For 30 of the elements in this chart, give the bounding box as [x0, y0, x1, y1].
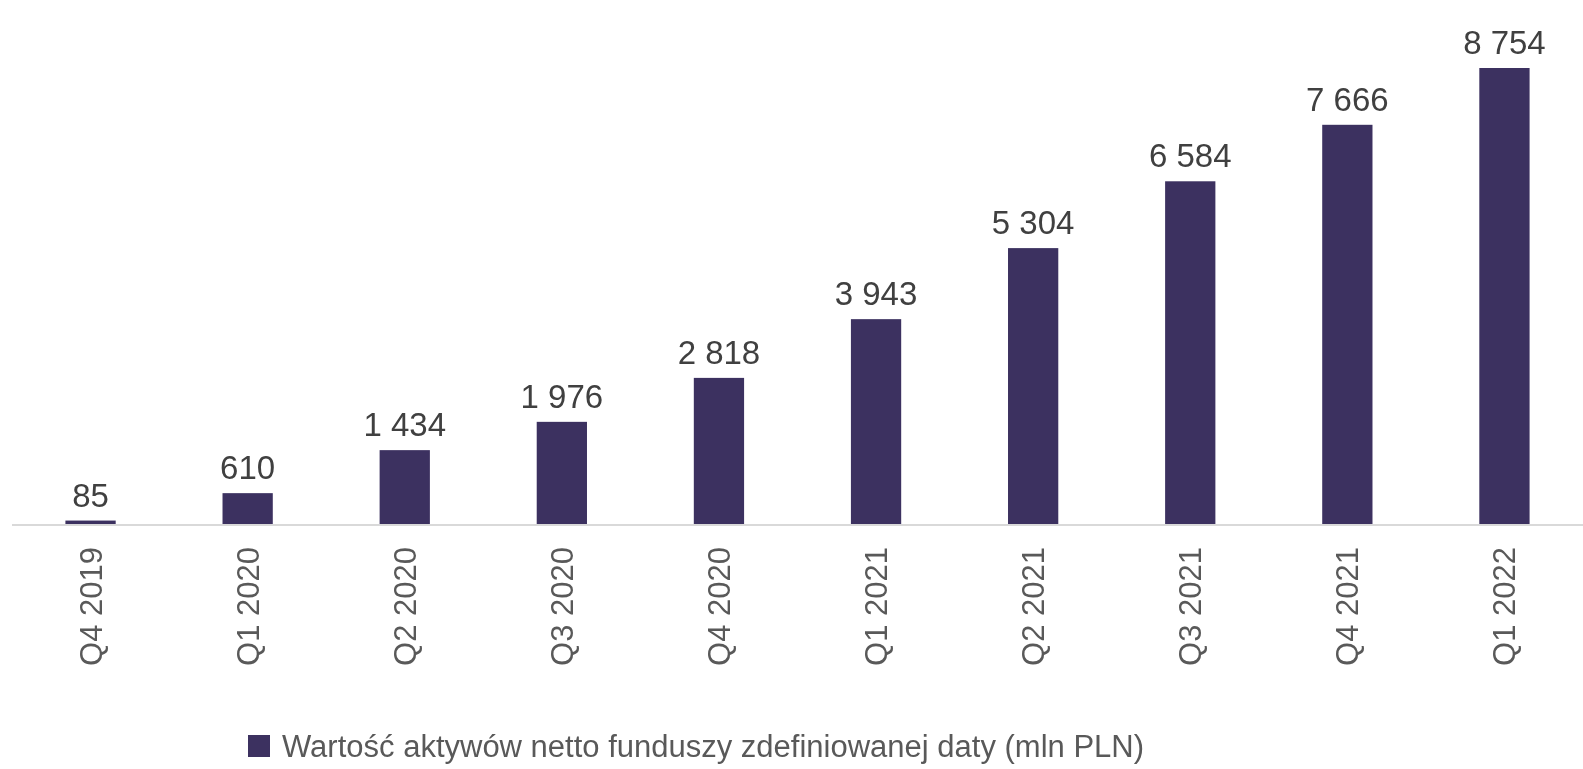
data-label: 7 666 [1306, 80, 1389, 118]
x-tick-label: Q1 2020 [230, 547, 266, 666]
data-label: 1 976 [520, 377, 604, 415]
data-label: 2 818 [677, 333, 761, 371]
legend-label: Wartość aktywów netto funduszy zdefiniowanej daty (mln PLN) [282, 729, 1145, 764]
x-tick-label: Q4 2019 [73, 547, 109, 666]
bar [1165, 181, 1216, 525]
data-label: 3 943 [834, 275, 918, 313]
x-tick-label: Q4 2020 [701, 547, 737, 666]
x-tick-label: Q2 2021 [1016, 547, 1052, 666]
x-tick-label: Q4 2021 [1330, 547, 1366, 666]
data-label: 8 754 [1463, 24, 1546, 61]
bar [222, 493, 273, 525]
data-label: 610 [220, 449, 276, 487]
bar [850, 319, 902, 525]
bar [693, 377, 745, 525]
x-tick-label: Q2 2020 [387, 547, 423, 666]
x-tick-label: Q3 2021 [1173, 547, 1209, 666]
data-label: 85 [72, 476, 109, 514]
bar [536, 421, 587, 525]
bar [1479, 68, 1530, 525]
bar [1322, 124, 1373, 525]
x-tick-label: Q3 2020 [544, 547, 580, 666]
bar [1008, 248, 1059, 525]
data-label: 6 584 [1148, 137, 1232, 175]
data-label: 5 304 [991, 204, 1075, 242]
bar [379, 450, 430, 525]
x-tick-label: Q1 2022 [1487, 547, 1523, 666]
data-label: 1 434 [363, 406, 447, 444]
x-tick-label: Q1 2021 [859, 547, 895, 666]
